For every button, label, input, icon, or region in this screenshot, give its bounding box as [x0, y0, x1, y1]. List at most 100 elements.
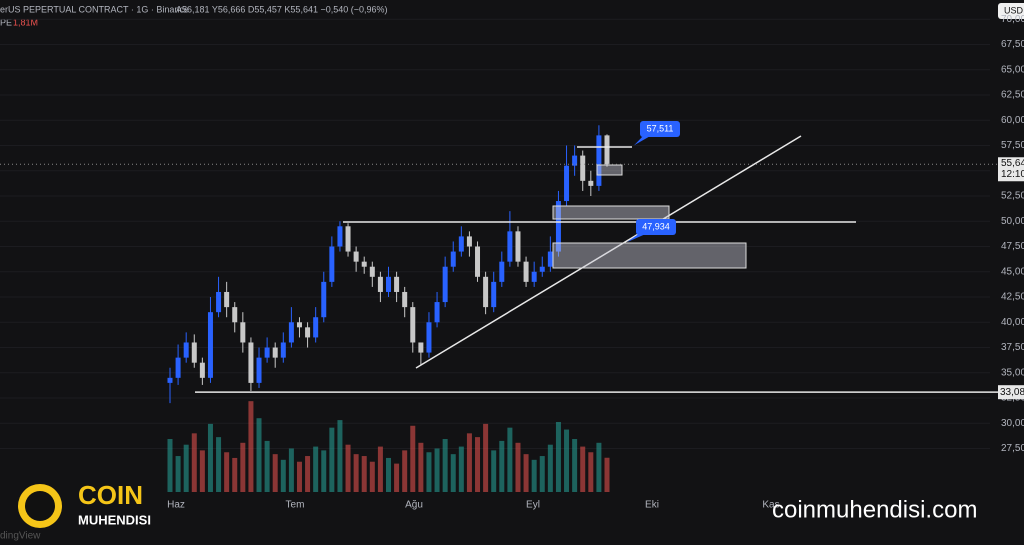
y-tick-label: 40,000 — [1001, 317, 1024, 328]
candle-body — [555, 201, 561, 252]
brand: COIN — [78, 480, 143, 510]
candle-body — [466, 236, 472, 247]
currency: USD — [1004, 5, 1024, 15]
candle-body — [321, 281, 327, 318]
volume-bar — [450, 454, 456, 492]
last-price-label: 55,641 — [1001, 158, 1024, 169]
candle-body — [232, 307, 238, 323]
volume-bar — [369, 461, 375, 492]
candle-body — [248, 342, 254, 383]
plot: 27,50030,00032,50035,00037,50040,00042,5… — [0, 14, 1024, 511]
volume-label: PE — [0, 17, 12, 27]
candle-body — [426, 322, 432, 353]
candle-body — [572, 155, 578, 166]
candle-body — [296, 322, 302, 328]
candle-body — [531, 271, 537, 282]
candle-body — [272, 347, 278, 358]
ohlc: A56,181 Y56,666 D55,457 K55,641 −0,540 (… — [176, 4, 388, 14]
callout-label: 57,511 — [647, 123, 674, 133]
volume-bar — [580, 446, 586, 492]
y-tick-label: 27,500 — [1001, 443, 1024, 454]
volume-bar — [555, 421, 561, 492]
candle-body — [458, 236, 464, 252]
candle-body — [410, 307, 416, 343]
candle-body — [523, 261, 529, 282]
volume-bar — [507, 427, 513, 492]
volume-bar — [547, 444, 553, 492]
volume-bar — [337, 420, 343, 492]
volume-bar — [410, 425, 416, 492]
volume-bar — [564, 429, 570, 492]
candle-body — [313, 317, 319, 338]
volume-bar — [515, 442, 521, 492]
candle-body — [216, 291, 222, 313]
volume-bar — [418, 442, 424, 492]
volume-bar — [402, 450, 408, 492]
candle-body — [256, 357, 262, 383]
y-tick-label: 42,500 — [1001, 292, 1024, 303]
candle-body — [596, 135, 602, 186]
volume-bar — [199, 450, 205, 492]
volume-bar — [475, 437, 481, 492]
candle-body — [475, 246, 481, 277]
level-tag — [998, 385, 1024, 400]
x-tick-label: Haz — [167, 500, 185, 511]
candle-body — [280, 342, 286, 358]
volume-bar — [572, 439, 578, 492]
candle-body — [604, 135, 610, 165]
volume-bar — [531, 459, 537, 492]
volume-bar — [345, 444, 351, 492]
site: coinmuhendisi.com — [772, 496, 977, 523]
candle-body — [450, 251, 456, 267]
volume-bar — [394, 463, 400, 492]
candle-body — [386, 276, 391, 292]
candle-body — [337, 226, 343, 247]
volume-bar — [361, 456, 367, 492]
candle-body — [329, 246, 335, 282]
candle-body — [434, 302, 440, 323]
y-tick-label: 37,500 — [1001, 342, 1024, 353]
volume-bar — [175, 456, 181, 492]
volume-bar — [280, 459, 286, 492]
candle-body — [305, 327, 311, 338]
zone — [552, 242, 747, 269]
x-tick-label: Kas — [762, 500, 779, 511]
volume-bar — [248, 401, 254, 492]
candle-body — [345, 226, 351, 252]
candle-body — [491, 281, 497, 308]
volume-bar — [386, 457, 391, 492]
volume-bar — [216, 437, 222, 492]
volume-bar — [596, 442, 602, 492]
candle-body — [183, 342, 189, 358]
volume-bar — [604, 457, 610, 492]
volume-bar — [167, 439, 173, 492]
y-tick-label: 50,000 — [1001, 216, 1024, 227]
currency-box — [998, 3, 1024, 19]
callout-pointer — [627, 233, 648, 243]
candle-body — [515, 231, 521, 262]
y-tick-label: 45,000 — [1001, 266, 1024, 277]
candle-body — [507, 231, 513, 262]
last-price-tag — [998, 157, 1024, 182]
candle-body — [240, 322, 246, 343]
volume-bar — [183, 444, 189, 492]
callout-box — [636, 219, 676, 235]
candle-body — [547, 251, 553, 267]
volume-bar — [499, 440, 505, 492]
candle-body — [588, 180, 594, 186]
volume-bar — [458, 446, 464, 492]
candle-body — [499, 261, 505, 282]
x-tick-label: Eki — [645, 500, 659, 511]
y-tick-label: 30,000 — [1001, 418, 1024, 429]
y-tick-label: 67,500 — [1001, 39, 1024, 50]
volume-bar — [296, 461, 302, 492]
volume-bar — [240, 442, 246, 492]
candle-body — [167, 377, 173, 383]
zone — [596, 164, 623, 176]
volume-bar — [329, 427, 335, 492]
volume-bar — [264, 440, 270, 492]
x-tick-label: Ağu — [405, 500, 423, 511]
y-tick-label: 52,500 — [1001, 191, 1024, 202]
